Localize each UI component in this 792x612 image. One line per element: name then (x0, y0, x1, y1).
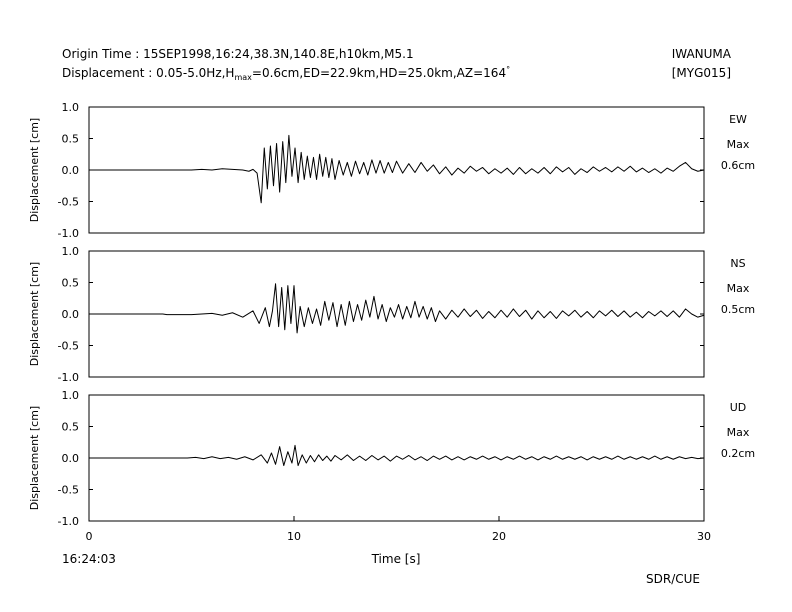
y-tick-label-ns-3: -0.5 (58, 340, 79, 353)
y-axis-title-ew: Displacement [cm] (28, 118, 41, 222)
x-tick-label-0: 0 (86, 530, 93, 543)
displacement-subscript: max (234, 73, 252, 82)
y-tick-label-ud-4: -1.0 (58, 515, 79, 528)
y-tick-label-ns-2: 0.0 (62, 308, 80, 321)
start-time-label: 16:24:03 (62, 552, 116, 566)
y-tick-label-ew-4: -1.0 (58, 227, 79, 240)
displacement-line: Displacement : 0.05-5.0Hz,Hmax=0.6cm,ED=… (62, 65, 510, 82)
panels-group: 1.0 0.5 0.0 -0.5 -1.0 Displacement [cm] EW Max 0… (28, 101, 755, 543)
max-value-ud: 0.2cm (721, 447, 755, 460)
panel-frame-ns (88, 250, 705, 378)
component-label-ew: EW (729, 113, 747, 126)
y-tick-label-ew-0: 1.0 (62, 101, 80, 114)
max-value-ns: 0.5cm (721, 303, 755, 316)
station-code: [MYG015] (672, 66, 731, 80)
x-tick-label-2: 20 (492, 530, 506, 543)
displacement-suffix: =0.6cm,ED=22.9km,HD=25.0km,AZ=164 (252, 66, 506, 80)
component-label-ns: NS (730, 257, 745, 270)
y-tick-label-ew-2: 0.0 (62, 164, 80, 177)
y-tick-label-ns-4: -1.0 (58, 371, 79, 384)
x-tick-label-3: 30 (697, 530, 711, 543)
x-axis-title: Time [s] (371, 552, 421, 566)
displacement-prefix: Displacement : 0.05-5.0Hz,H (62, 66, 234, 80)
max-label-ns: Max (727, 282, 750, 295)
y-tick-label-ew-1: 0.5 (62, 133, 80, 146)
y-tick-label-ns-0: 1.0 (62, 245, 80, 258)
y-tick-label-ud-0: 1.0 (62, 389, 80, 402)
station-name: IWANUMA (672, 47, 732, 61)
waveform-ew (89, 134, 705, 204)
waveform-ud (89, 444, 705, 467)
max-value-ew: 0.6cm (721, 159, 755, 172)
y-axis-title-ud: Displacement [cm] (28, 406, 41, 510)
component-label-ud: UD (730, 401, 747, 414)
x-tick-label-1: 10 (287, 530, 301, 543)
credit-label: SDR/CUE (646, 572, 700, 586)
waveform-ns (89, 283, 705, 334)
y-tick-label-ns-1: 0.5 (62, 277, 80, 290)
y-tick-label-ud-3: -0.5 (58, 484, 79, 497)
y-tick-label-ew-3: -0.5 (58, 196, 79, 209)
origin-time-line: Origin Time : 15SEP1998,16:24,38.3N,140.… (62, 47, 414, 61)
y-tick-label-ud-2: 0.0 (62, 452, 80, 465)
azimuth-degree-mark: ° (506, 65, 510, 74)
y-tick-label-ud-1: 0.5 (62, 421, 80, 434)
max-label-ew: Max (727, 138, 750, 151)
max-label-ud: Max (727, 426, 750, 439)
y-axis-title-ns: Displacement [cm] (28, 262, 41, 366)
